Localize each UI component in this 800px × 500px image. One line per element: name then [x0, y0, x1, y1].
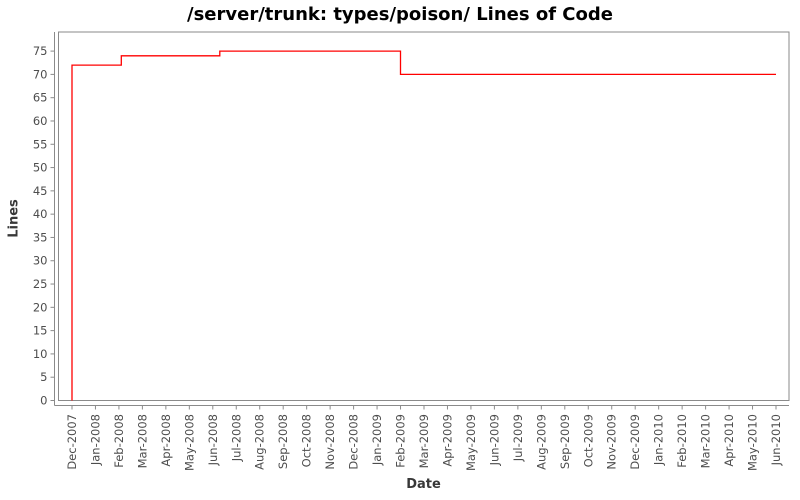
- y-tick-label: 50: [33, 161, 48, 175]
- x-tick-label: Mar-2008: [135, 414, 149, 468]
- x-tick-label: May-2010: [746, 414, 760, 471]
- plot-border: [58, 31, 790, 401]
- x-axis-label: Date: [406, 477, 441, 492]
- y-tick-label: 35: [33, 230, 48, 244]
- x-tick-label: Jan-2009: [370, 414, 384, 466]
- x-tick-label: Apr-2008: [159, 414, 173, 467]
- x-tick-label: Feb-2008: [112, 414, 126, 468]
- y-tick-label: 20: [33, 300, 48, 314]
- series-line: [71, 50, 776, 401]
- y-tick-label: 10: [33, 347, 48, 361]
- y-tick-label: 30: [33, 254, 48, 268]
- x-tick-label: Jul-2009: [511, 414, 525, 462]
- y-tick-label: 55: [33, 137, 48, 151]
- x-tick-label: Feb-2010: [675, 414, 689, 468]
- y-tick-label: 75: [33, 44, 48, 58]
- x-tick-label: Nov-2009: [605, 414, 619, 470]
- y-tick-label: 65: [33, 91, 48, 105]
- y-tick-label: 15: [33, 324, 48, 338]
- x-tick-label: Dec-2008: [347, 414, 361, 470]
- y-tick-label: 40: [33, 207, 48, 221]
- x-tick-label: Jan-2010: [652, 414, 666, 466]
- x-tick-label: Mar-2009: [417, 414, 431, 468]
- x-tick-label: Aug-2009: [534, 414, 548, 470]
- y-tick-label: 60: [33, 114, 48, 128]
- x-tick-label: Jun-2008: [206, 414, 220, 466]
- x-tick-label: Jul-2008: [229, 414, 243, 462]
- y-tick-label: 0: [40, 394, 47, 408]
- y-tick-label: 5: [40, 370, 47, 384]
- x-tick-label: Oct-2009: [581, 414, 595, 467]
- x-tick-label: Nov-2008: [323, 414, 337, 470]
- x-tick-label: Apr-2010: [722, 414, 736, 467]
- y-axis-label: Lines: [6, 199, 22, 238]
- x-tick-label: Aug-2008: [253, 414, 267, 470]
- chart-title: /server/trunk: types/poison/ Lines of Co…: [187, 4, 613, 25]
- x-tick-label: Jan-2008: [88, 414, 102, 466]
- x-tick-label: Oct-2008: [300, 414, 314, 467]
- x-tick-label: Dec-2007: [65, 414, 79, 470]
- x-tick-label: May-2009: [464, 414, 478, 471]
- y-tick-label: 45: [33, 184, 48, 198]
- x-tick-label: Dec-2009: [628, 414, 642, 470]
- x-tick-label: Sep-2009: [558, 414, 572, 469]
- x-tick-label: Apr-2009: [440, 414, 454, 467]
- x-tick-label: Jun-2009: [487, 414, 501, 466]
- x-tick-label: Jun-2010: [769, 414, 783, 466]
- x-tick-label: Mar-2010: [699, 414, 713, 468]
- y-tick-label: 70: [33, 67, 48, 81]
- x-tick-label: Feb-2009: [394, 414, 408, 468]
- x-tick-label: Sep-2008: [276, 414, 290, 469]
- x-tick-label: May-2008: [182, 414, 196, 471]
- y-tick-label: 25: [33, 277, 48, 291]
